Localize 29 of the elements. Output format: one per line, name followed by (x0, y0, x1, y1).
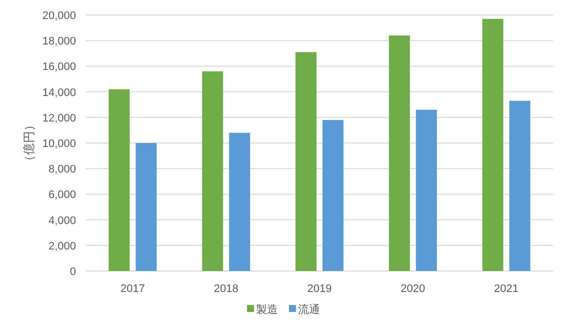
bar (136, 143, 157, 271)
legend-label: 流通 (298, 303, 320, 316)
y-tick-label: 8,000 (48, 164, 76, 176)
y-tick-label: 18,000 (42, 36, 76, 48)
bar (108, 89, 130, 271)
bar (509, 100, 530, 271)
y-tick-label: 4,000 (48, 214, 76, 227)
y-axis-title: （億円） (22, 119, 36, 167)
x-tick-label: 2018 (214, 283, 238, 295)
bar (229, 132, 250, 271)
y-tick-label: 10,000 (42, 138, 76, 150)
x-tick-label: 2017 (120, 283, 145, 295)
x-tick-label: 2021 (494, 283, 519, 295)
y-tick-label: 2,000 (48, 240, 76, 252)
bar (416, 110, 437, 271)
bar (482, 18, 504, 271)
bar (388, 35, 410, 271)
bar (202, 71, 224, 271)
x-tick-label: 2020 (400, 283, 426, 295)
legend-label: 製造 (256, 303, 278, 316)
x-tick-label: 2019 (307, 283, 332, 295)
bar (296, 52, 316, 271)
y-tick-label: 20,000 (42, 10, 76, 22)
y-tick-label: 16,000 (42, 61, 76, 74)
bar (322, 120, 344, 271)
y-tick-label: 14,000 (42, 86, 76, 99)
y-tick-label: 0 (70, 266, 76, 278)
y-tick-label: 12,000 (42, 112, 76, 124)
y-tick-label: 6,000 (48, 189, 76, 202)
